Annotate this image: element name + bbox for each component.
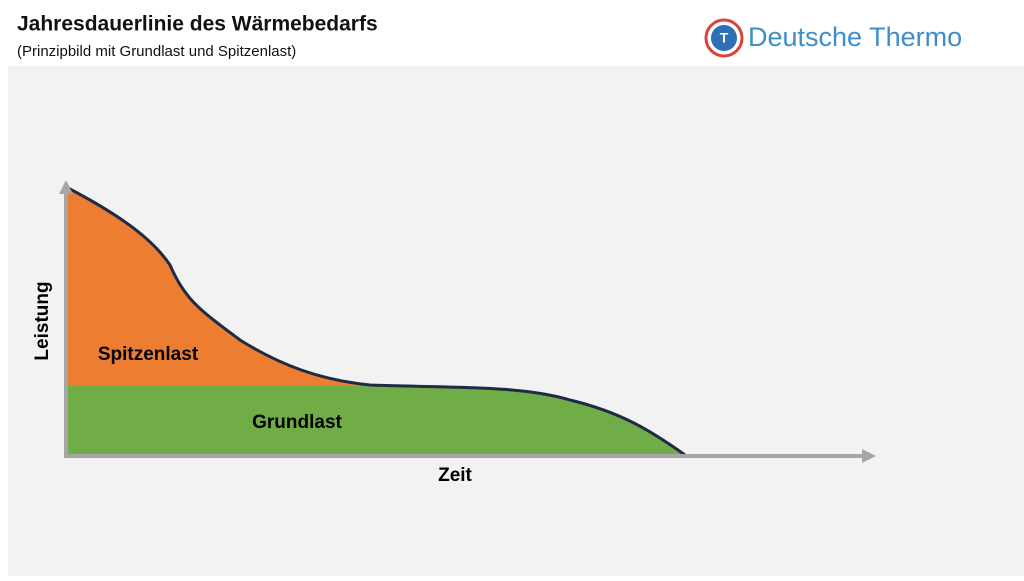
title: Jahresdauerlinie des Wärmebedarfs [17, 13, 378, 36]
load-curve [67, 186, 686, 457]
logo: T Deutsche Thermo [704, 18, 962, 58]
y-axis-label: Leistung [32, 281, 53, 360]
logo-icon-letter: T [720, 30, 729, 46]
x-axis-arrow [862, 449, 876, 463]
logo-disc [711, 25, 737, 51]
logo-ring [704, 18, 744, 58]
x-axis-label: Zeit [438, 465, 472, 486]
y-axis-arrow [59, 180, 73, 194]
peak-load-label: Spitzenlast [98, 344, 199, 365]
logo-text: Deutsche Thermo [748, 22, 962, 52]
base-load-label: Grundlast [252, 412, 342, 433]
subtitle: (Prinzipbild mit Grundlast und Spitzenla… [17, 43, 296, 60]
